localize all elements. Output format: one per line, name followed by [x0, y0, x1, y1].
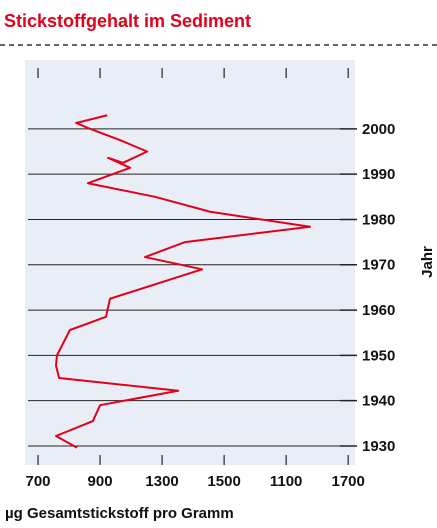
x-tick-label: 900 [88, 473, 113, 490]
x-tick-label: 1300 [145, 473, 178, 490]
y-tick-label: 2000 [362, 121, 395, 138]
y-axis-label: Jahr [419, 246, 436, 278]
x-tick-label: 1100 [270, 473, 303, 490]
y-tick-label: 1970 [362, 257, 395, 274]
chart-title: Stickstoffgehalt im Sediment [4, 11, 251, 31]
y-tick-label: 1960 [362, 302, 395, 319]
y-tick-label: 1950 [362, 347, 395, 364]
y-tick-label: 1940 [362, 393, 395, 410]
plot-background [25, 60, 355, 465]
y-tick-label: 1930 [362, 438, 395, 455]
y-tick-label: 1980 [362, 211, 395, 228]
x-tick-label: 1500 [207, 473, 240, 490]
x-axis-label: µg Gesamtstickstoff pro Gramm [5, 505, 234, 522]
y-tick-label: 1990 [362, 166, 395, 183]
x-tick-label: 700 [26, 473, 51, 490]
x-tick-label: 1700 [331, 473, 364, 490]
data-line [55, 114, 312, 449]
